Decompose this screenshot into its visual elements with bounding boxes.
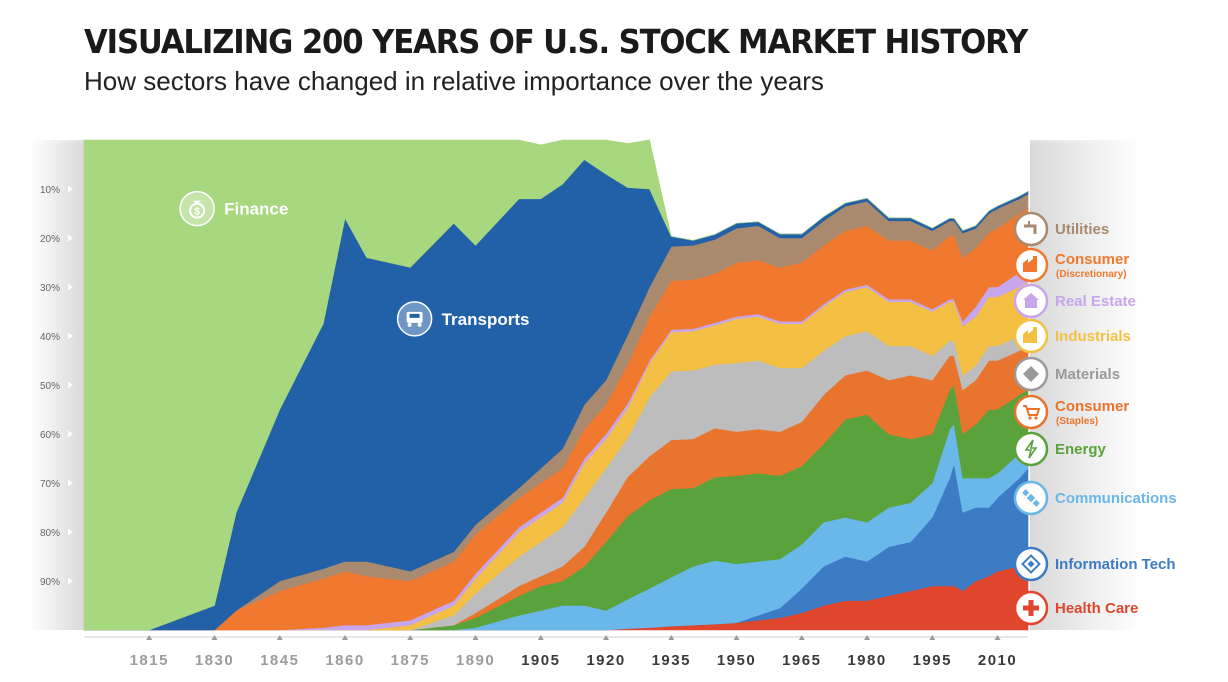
x-tick-label: 1920	[586, 652, 625, 669]
diamond-icon	[1023, 366, 1039, 382]
svg-text:$: $	[194, 207, 200, 218]
legend-item-information-tech: Information Tech	[1013, 546, 1176, 582]
train-icon	[406, 311, 423, 327]
x-tick-label: 1845	[260, 652, 299, 669]
y-tick-marker	[68, 430, 73, 438]
x-tick-marker	[798, 635, 805, 640]
legend-sublabel: (Discretionary)	[1056, 269, 1127, 280]
x-tick-label: 1890	[456, 652, 495, 669]
legend-label: Information Tech	[1055, 556, 1176, 573]
legend-badge	[1013, 431, 1049, 467]
y-tick-marker	[68, 283, 73, 291]
right-gutter	[1030, 140, 1140, 630]
x-tick-marker	[276, 635, 283, 640]
y-tick-label: 40%	[40, 332, 60, 343]
legend-label: Consumer	[1055, 398, 1129, 415]
legend-badge	[1013, 211, 1049, 247]
x-tick-marker	[146, 635, 153, 640]
y-tick-marker	[68, 381, 73, 389]
y-tick-label: 20%	[40, 234, 60, 245]
x-tick-marker	[211, 635, 218, 640]
building-icon	[1023, 293, 1039, 308]
legend-item-consumer-staples: Consumer(Staples)	[1013, 394, 1129, 430]
legend-item-energy: Energy	[1013, 431, 1107, 467]
icon-badge	[179, 190, 215, 227]
y-tick-label: 60%	[40, 430, 60, 441]
cross-icon	[1023, 600, 1039, 616]
legend-item-materials: Materials	[1013, 356, 1120, 392]
legend-sublabel: (Staples)	[1056, 416, 1098, 427]
y-tick-label: 90%	[40, 577, 60, 588]
x-tick-marker	[733, 635, 740, 640]
factory-icon	[1023, 256, 1037, 272]
legend-item-health-care: Health Care	[1013, 590, 1138, 626]
y-tick-marker	[68, 528, 73, 536]
x-tick-label: 1815	[130, 652, 169, 669]
legend-label: Energy	[1055, 441, 1107, 458]
x-tick-marker	[929, 635, 936, 640]
y-tick-marker	[68, 577, 73, 585]
factory-icon	[1023, 327, 1037, 343]
legend-label: Consumer	[1055, 251, 1129, 268]
legend-label: Industrials	[1055, 328, 1131, 345]
x-tick-marker	[472, 635, 479, 640]
x-tick-label: 1875	[391, 652, 430, 669]
y-tick-marker	[68, 479, 73, 487]
faucet-icon	[1024, 221, 1037, 234]
chart-subtitle: How sectors have changed in relative imp…	[84, 66, 824, 96]
x-axis: 1815 1830 1845 1860 1875 1890 1905 1920 1935 1950…	[84, 635, 1028, 669]
x-tick-label: 1830	[195, 652, 234, 669]
legend-badge	[1013, 394, 1049, 430]
legend-item-industrials: Industrials	[1013, 318, 1131, 354]
x-tick-label: 1905	[521, 652, 560, 669]
left-gutter	[30, 140, 84, 630]
legend-label: Communications	[1055, 490, 1177, 507]
legend-item-communications: Communications	[1013, 480, 1177, 516]
bolt-icon	[1024, 439, 1038, 459]
area-layers	[83, 139, 1029, 631]
x-tick-label: 1935	[652, 652, 691, 669]
x-tick-marker	[537, 635, 544, 640]
y-tick-label: 30%	[40, 283, 60, 294]
legend-label: Materials	[1055, 366, 1120, 383]
y-tick-marker	[68, 332, 73, 340]
area-labels: $ Finance Transports	[179, 190, 530, 337]
y-axis: 90% 80% 70% 60% 50% 40% 30% 20% 10%	[40, 185, 73, 588]
x-tick-label: 1995	[913, 652, 952, 669]
satellite-icon	[1022, 489, 1040, 507]
y-tick-marker	[68, 185, 73, 193]
area-label-text: Finance	[224, 200, 288, 219]
area-finance	[83, 139, 1029, 631]
y-tick-label: 50%	[40, 381, 60, 392]
legend-label: Health Care	[1055, 600, 1138, 617]
cart-icon	[1023, 405, 1041, 420]
legend-label: Real Estate	[1055, 293, 1136, 310]
x-tick-marker	[603, 635, 610, 640]
x-tick-marker	[407, 635, 414, 640]
x-tick-marker	[864, 635, 871, 640]
x-tick-label: 1860	[325, 652, 364, 669]
area-label-transports: Transports	[396, 301, 530, 337]
area-label-finance: $ Finance	[179, 190, 288, 227]
x-tick-label: 1965	[782, 652, 821, 669]
area-label-text: Transports	[442, 310, 530, 329]
y-tick-label: 10%	[40, 185, 60, 196]
x-tick-label: 1950	[717, 652, 756, 669]
y-tick-label: 80%	[40, 528, 60, 539]
money-bag-icon: $	[189, 200, 206, 219]
x-tick-label: 1980	[847, 652, 886, 669]
legend-item-real-estate: Real Estate	[1013, 283, 1136, 319]
x-tick-marker	[342, 635, 349, 640]
y-tick-marker	[68, 234, 73, 242]
x-tick-marker	[994, 635, 1001, 640]
legend-label: Utilities	[1055, 221, 1109, 238]
legend-item-utilities: Utilities	[1013, 211, 1109, 247]
x-tick-marker	[668, 635, 675, 640]
chart-title: VISUALIZING 200 YEARS OF U.S. STOCK MARK…	[84, 22, 1028, 61]
x-tick-label: 2010	[978, 652, 1017, 669]
y-tick-label: 70%	[40, 479, 60, 490]
legend-item-consumer-discretionary: Consumer(Discretionary)	[1013, 247, 1129, 283]
